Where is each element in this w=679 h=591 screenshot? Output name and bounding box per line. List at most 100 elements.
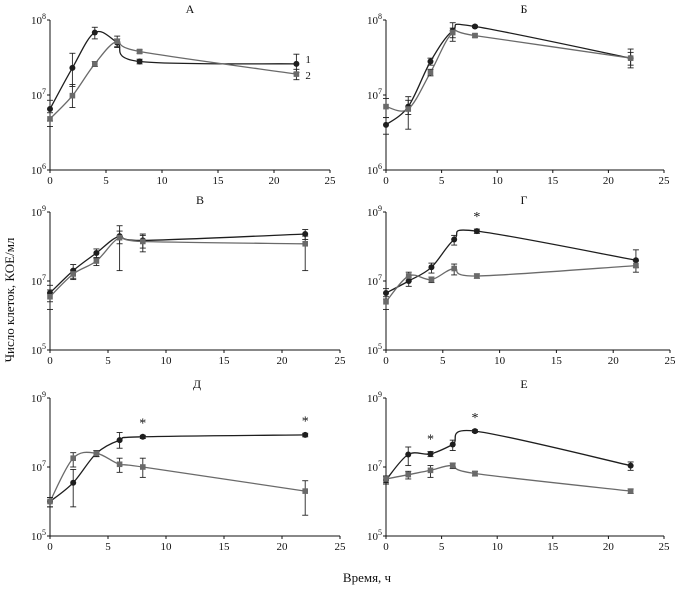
x-tick-label: 5: [439, 541, 445, 553]
x-tick-label: 0: [47, 175, 53, 187]
y-tick-label: 105: [31, 342, 46, 357]
significance-asterisk: *: [473, 210, 480, 225]
y-axis-label: Число клеток, КОЕ/мл: [2, 237, 17, 362]
x-tick-label: 5: [439, 175, 445, 187]
chart-panel-2: Б 0 5 10 15 20 25 106 107 108: [367, 2, 670, 187]
data-point: [449, 462, 456, 469]
data-point: [93, 450, 100, 457]
data-point: [383, 476, 389, 482]
data-point: [627, 488, 634, 494]
data-point: [92, 61, 98, 67]
data-point: [114, 38, 120, 45]
series-line-2: [49, 40, 297, 120]
data-point: [383, 121, 389, 128]
data-point: [69, 92, 76, 99]
data-point: [428, 264, 435, 271]
series-line-2: [49, 451, 306, 502]
x-tick-label: 15: [547, 175, 559, 187]
x-tick-label: 5: [105, 355, 111, 367]
data-point: [427, 69, 434, 76]
data-point: [47, 498, 53, 505]
x-tick-label: 15: [213, 175, 225, 187]
data-point: [70, 455, 76, 461]
data-point: [449, 441, 456, 448]
significance-asterisk: *: [139, 416, 146, 431]
chart-panel-6: Е 0 5 10 15 20 25 105 107 109 * *: [367, 377, 670, 553]
x-tick-label: 10: [157, 175, 169, 187]
data-point: [405, 273, 412, 279]
y-tick-label: 106: [367, 162, 382, 177]
data-point: [293, 60, 300, 67]
data-point: [473, 228, 480, 235]
data-point: [302, 488, 308, 494]
data-point: [136, 48, 143, 55]
y-tick-label: 107: [367, 273, 382, 288]
panel-title: Б: [521, 2, 528, 16]
series-line-2: [49, 236, 306, 298]
x-tick-label: 10: [492, 175, 504, 187]
data-point: [383, 298, 389, 305]
y-tick-label: 108: [31, 12, 46, 27]
data-point: [427, 450, 434, 457]
data-point: [471, 23, 478, 30]
x-tick-label: 0: [47, 355, 53, 367]
data-point: [472, 32, 478, 39]
significance-asterisk: *: [471, 411, 478, 426]
y-tick-label: 105: [367, 528, 382, 543]
x-tick-label: 20: [277, 541, 289, 553]
x-axis-label: Время, ч: [343, 570, 392, 585]
data-point: [472, 470, 478, 477]
panel-title: Д: [193, 377, 201, 391]
panel-title: А: [186, 2, 195, 16]
y-tick-label: 107: [31, 459, 46, 474]
data-point: [405, 471, 412, 478]
x-tick-label: 0: [47, 541, 53, 553]
data-point: [70, 271, 76, 277]
x-tick-label: 25: [665, 355, 677, 367]
data-point: [302, 231, 309, 238]
x-tick-label: 5: [103, 175, 109, 187]
x-tick-label: 20: [603, 175, 615, 187]
y-tick-label: 109: [367, 390, 382, 405]
data-point: [627, 55, 634, 61]
data-point: [302, 431, 309, 438]
data-point: [93, 258, 100, 264]
x-tick-label: 0: [383, 541, 389, 553]
series-line-1: [49, 434, 306, 503]
x-tick-label: 0: [383, 175, 389, 187]
series-label-1: 1: [305, 54, 311, 66]
data-point: [93, 249, 100, 256]
data-point: [405, 106, 412, 112]
data-point: [140, 464, 146, 470]
data-point: [91, 29, 98, 36]
x-tick-label: 5: [105, 541, 111, 553]
x-tick-label: 20: [603, 541, 615, 553]
data-point: [116, 437, 123, 444]
x-tick-label: 25: [335, 541, 347, 553]
data-point: [383, 289, 389, 296]
data-point: [451, 265, 457, 272]
chart-panel-3: В 0 5 10 15 20 25 105 107 109: [31, 193, 346, 367]
x-tick-label: 5: [440, 355, 446, 367]
chart-panel-1: А 0 5 10 15 20 25 106 107 108 1 2: [31, 2, 336, 187]
panel-title: Г: [521, 193, 528, 207]
data-point: [116, 234, 123, 241]
data-point: [449, 29, 456, 36]
series-line-1: [385, 229, 637, 294]
data-point: [633, 262, 639, 269]
x-tick-label: 20: [269, 175, 281, 187]
data-point: [627, 462, 634, 469]
x-tick-label: 20: [277, 355, 289, 367]
x-tick-label: 15: [551, 355, 563, 367]
data-point: [471, 428, 478, 435]
y-tick-label: 109: [31, 204, 46, 219]
x-tick-label: 25: [325, 175, 337, 187]
data-point: [293, 71, 300, 77]
data-point: [302, 240, 308, 247]
x-tick-label: 25: [335, 355, 347, 367]
x-tick-label: 10: [161, 541, 173, 553]
data-point: [632, 257, 639, 264]
x-tick-label: 0: [383, 355, 389, 367]
chart-panel-4: Г 0 5 10 15 20 25 105 107 109 *: [367, 193, 676, 367]
